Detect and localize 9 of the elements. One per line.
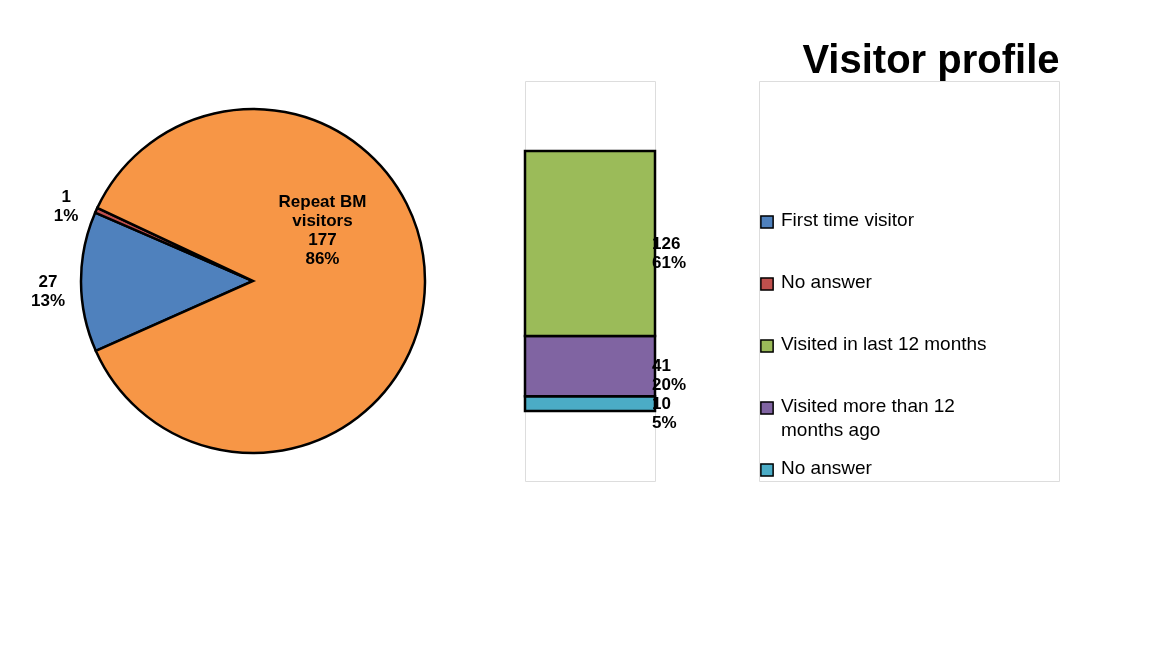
chart-title: Visitor profile (802, 36, 1060, 81)
legend-label: No answer (781, 457, 873, 478)
data-label: 1 1% (53, 186, 79, 225)
data-label: 27 13% (30, 272, 66, 311)
legend-label: Visited in last 12 months (781, 333, 987, 354)
legend-label: Visited more than 12 months ago (781, 395, 955, 440)
legend-label: No answer (781, 271, 873, 292)
legend-label: First time visitor (781, 209, 915, 230)
data-label: Repeat BM visitors 177 86% (278, 192, 367, 269)
